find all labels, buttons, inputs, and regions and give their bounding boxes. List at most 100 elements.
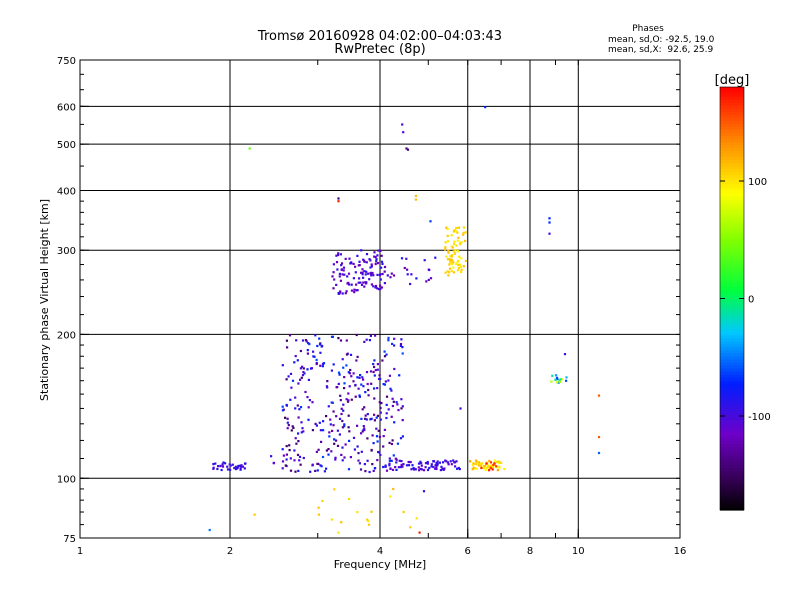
- data-point: [475, 463, 478, 466]
- colorbar-swatch: [720, 361, 744, 366]
- data-point: [446, 461, 449, 464]
- data-point: [400, 463, 403, 466]
- data-point: [457, 226, 461, 229]
- colorbar-swatch: [720, 404, 744, 408]
- data-point: [317, 448, 320, 451]
- data-point: [450, 234, 453, 237]
- data-point: [221, 463, 224, 466]
- colorbar-swatch: [720, 464, 744, 469]
- data-point: [333, 442, 336, 445]
- data-point: [449, 255, 452, 258]
- data-point: [417, 462, 421, 465]
- data-point: [306, 349, 309, 352]
- data-point: [301, 374, 305, 377]
- data-point: [334, 456, 337, 459]
- data-point: [446, 270, 449, 273]
- data-point: [342, 269, 345, 272]
- data-point: [453, 243, 456, 246]
- data-point: [325, 415, 328, 418]
- colorbar-swatch: [720, 247, 744, 251]
- data-point: [290, 429, 293, 432]
- data-point: [379, 249, 382, 252]
- data-point: [370, 449, 373, 452]
- data-point: [248, 147, 251, 150]
- data-point: [220, 468, 223, 472]
- data-point: [448, 258, 452, 261]
- data-point: [443, 467, 446, 470]
- data-point: [450, 463, 453, 466]
- data-point: [366, 437, 369, 440]
- data-point: [388, 441, 391, 444]
- data-point: [349, 368, 352, 372]
- data-point: [387, 336, 390, 339]
- data-point: [376, 414, 379, 417]
- data-point: [361, 430, 364, 433]
- data-point: [453, 240, 456, 243]
- colorbar-swatch: [720, 506, 744, 511]
- data-point: [400, 398, 403, 401]
- data-point: [367, 523, 371, 526]
- data-point: [493, 462, 496, 465]
- data-point: [464, 239, 467, 242]
- data-point: [296, 453, 300, 456]
- colorbar-swatch: [720, 111, 744, 115]
- data-point: [281, 448, 284, 451]
- data-point: [385, 469, 389, 472]
- colorbar-swatch: [720, 238, 744, 242]
- data-point: [364, 273, 367, 276]
- colorbar-swatch: [720, 144, 744, 149]
- colorbar-swatch: [720, 195, 744, 200]
- data-point: [557, 381, 560, 384]
- data-point: [390, 442, 393, 446]
- data-point: [395, 401, 398, 404]
- colorbar-swatch: [720, 307, 744, 312]
- colorbar-swatch: [720, 325, 744, 330]
- data-point: [364, 281, 367, 284]
- data-point: [446, 240, 449, 243]
- data-point: [436, 460, 439, 463]
- data-point: [434, 467, 437, 470]
- data-point: [339, 394, 342, 397]
- data-point: [435, 466, 438, 469]
- data-point: [335, 261, 339, 264]
- data-point: [383, 350, 386, 353]
- data-point: [429, 220, 432, 223]
- data-point: [380, 286, 383, 289]
- data-point: [333, 488, 336, 491]
- data-point: [356, 254, 359, 257]
- data-point: [306, 396, 309, 399]
- data-point: [352, 277, 355, 280]
- colorbar-swatch: [720, 90, 744, 94]
- data-point: [286, 346, 289, 349]
- colorbar-swatch: [720, 313, 744, 318]
- data-point: [326, 380, 329, 383]
- data-point: [347, 371, 350, 374]
- data-point: [368, 258, 371, 261]
- data-point: [392, 400, 395, 403]
- data-point: [321, 362, 325, 365]
- data-point: [345, 353, 349, 356]
- data-point: [372, 370, 375, 374]
- data-point: [548, 232, 551, 235]
- data-point: [376, 459, 379, 462]
- colorbar-swatch: [720, 358, 744, 363]
- colorbar-swatch: [720, 253, 744, 257]
- data-point: [320, 345, 323, 348]
- data-point: [558, 380, 561, 383]
- data-point: [484, 106, 487, 109]
- data-point: [426, 468, 430, 472]
- data-point: [368, 278, 371, 281]
- data-point: [328, 431, 331, 434]
- data-point: [287, 424, 290, 427]
- phase-stats-o: mean, sd,O: -92.5, 19.0: [608, 35, 715, 45]
- data-point: [498, 460, 501, 463]
- data-point: [338, 373, 341, 376]
- data-point: [229, 464, 232, 467]
- data-point: [371, 272, 374, 275]
- chart-subtitle: RwPretec (8p): [334, 42, 425, 57]
- data-point: [456, 261, 459, 264]
- data-point: [299, 349, 302, 353]
- data-point: [357, 452, 360, 455]
- colorbar-swatch: [720, 232, 744, 236]
- data-point: [315, 362, 318, 366]
